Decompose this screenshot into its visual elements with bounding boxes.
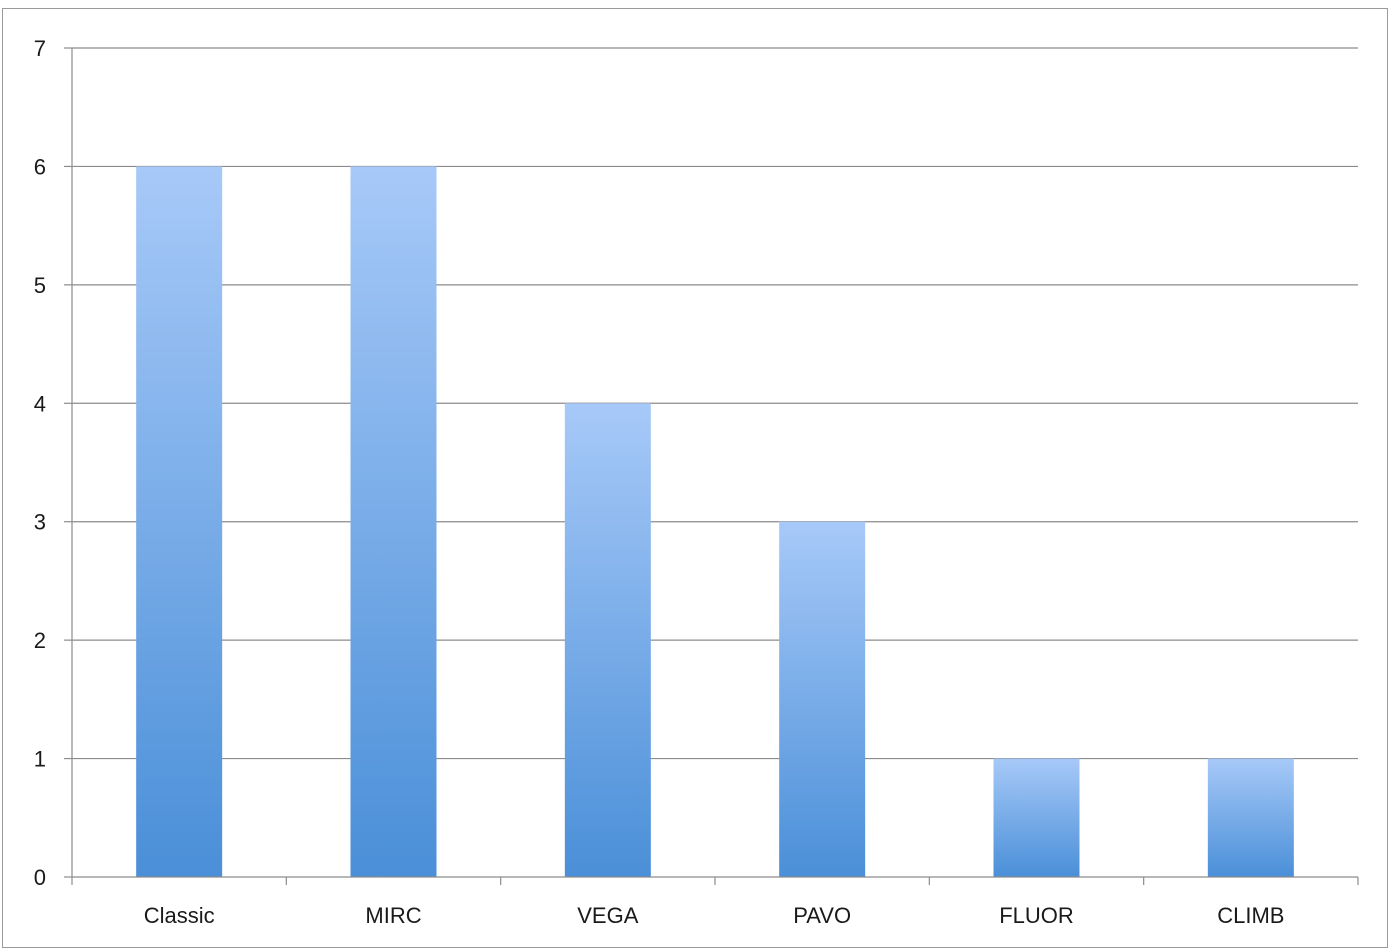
- bar-pavo: [779, 521, 866, 877]
- bar-classic: [136, 166, 223, 877]
- y-tick-label: 4: [34, 391, 46, 416]
- y-tick-labels: 0 1 2 3 4 5 6 7: [34, 36, 46, 890]
- y-tick-label: 5: [34, 273, 46, 298]
- gridlines: [72, 47, 1358, 760]
- x-tick-label: Classic: [144, 903, 215, 928]
- y-tick-label: 6: [34, 154, 46, 179]
- x-tick-label: MIRC: [365, 903, 421, 928]
- x-tick-labels: Classic MIRC VEGA PAVO FLUOR CLIMB: [144, 903, 1285, 928]
- chart-frame: [2, 8, 1388, 948]
- bar-climb: [1207, 758, 1294, 877]
- axes: [64, 47, 1359, 885]
- x-tick-label: CLIMB: [1217, 903, 1284, 928]
- y-tick-label: 2: [34, 628, 46, 653]
- bars: [136, 166, 1294, 877]
- y-tick-label: 7: [34, 36, 46, 61]
- bar-fluor: [993, 758, 1080, 877]
- y-tick-label: 0: [34, 865, 46, 890]
- y-tick-label: 3: [34, 510, 46, 535]
- bar-mirc: [350, 166, 437, 877]
- bar-vega: [564, 403, 651, 877]
- y-tick-label: 1: [34, 747, 46, 772]
- x-tick-label: FLUOR: [999, 903, 1074, 928]
- x-tick-label: PAVO: [793, 903, 851, 928]
- x-tick-label: VEGA: [577, 903, 638, 928]
